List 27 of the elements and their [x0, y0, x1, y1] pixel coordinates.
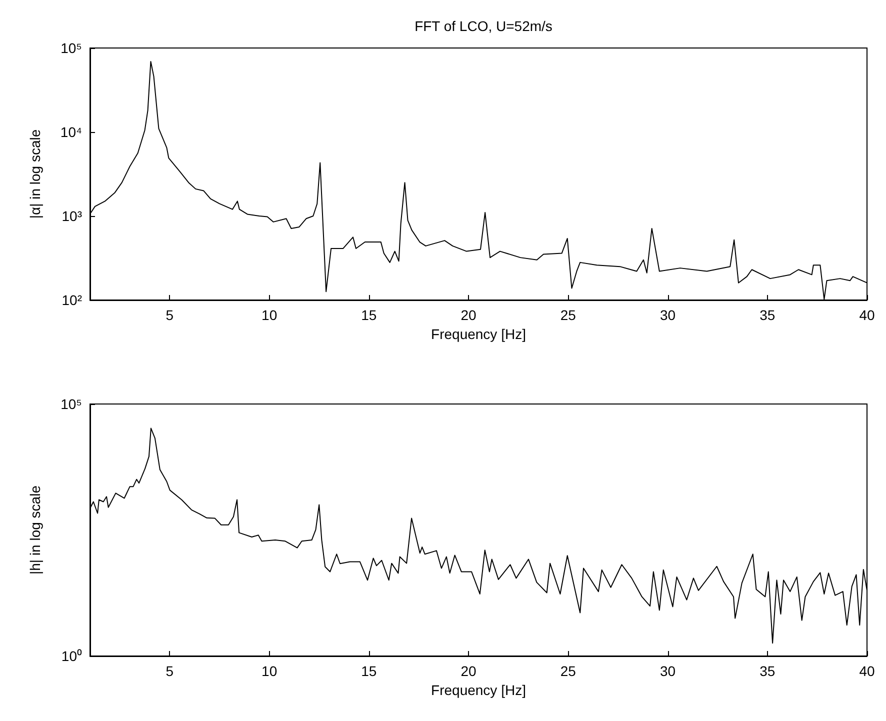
x-tick-label: 10: [262, 307, 278, 323]
y-axis-title: |h| in log scale: [27, 485, 43, 574]
x-axis-title: Frequency [Hz]: [431, 682, 526, 698]
y-tick-label: 10⁵: [60, 396, 82, 412]
x-tick-label: 25: [560, 307, 576, 323]
x-tick-label: 40: [859, 307, 875, 323]
x-tick-label: 15: [361, 663, 377, 679]
y-tick-label: 10²: [62, 292, 82, 308]
x-tick-label: 30: [660, 663, 676, 679]
y-axis-title: |α| in log scale: [27, 129, 43, 219]
y-tick-label: 10⁰: [61, 648, 82, 664]
x-tick-label: 5: [166, 307, 174, 323]
chart-title: FFT of LCO, U=52m/s: [414, 18, 552, 34]
x-tick-label: 35: [760, 663, 776, 679]
x-tick-label: 5: [166, 663, 174, 679]
y-tick-label: 10⁴: [60, 124, 82, 140]
x-tick-label: 10: [262, 663, 278, 679]
x-tick-label: 25: [560, 663, 576, 679]
x-axis-title: Frequency [Hz]: [431, 326, 526, 342]
y-tick-label: 10⁵: [60, 40, 82, 56]
y-tick-label: 10³: [62, 208, 82, 224]
x-tick-label: 20: [460, 663, 477, 679]
x-tick-label: 20: [460, 307, 477, 323]
x-tick-label: 40: [859, 663, 875, 679]
x-tick-label: 35: [760, 307, 776, 323]
x-tick-label: 15: [361, 307, 377, 323]
x-tick-label: 30: [660, 307, 676, 323]
